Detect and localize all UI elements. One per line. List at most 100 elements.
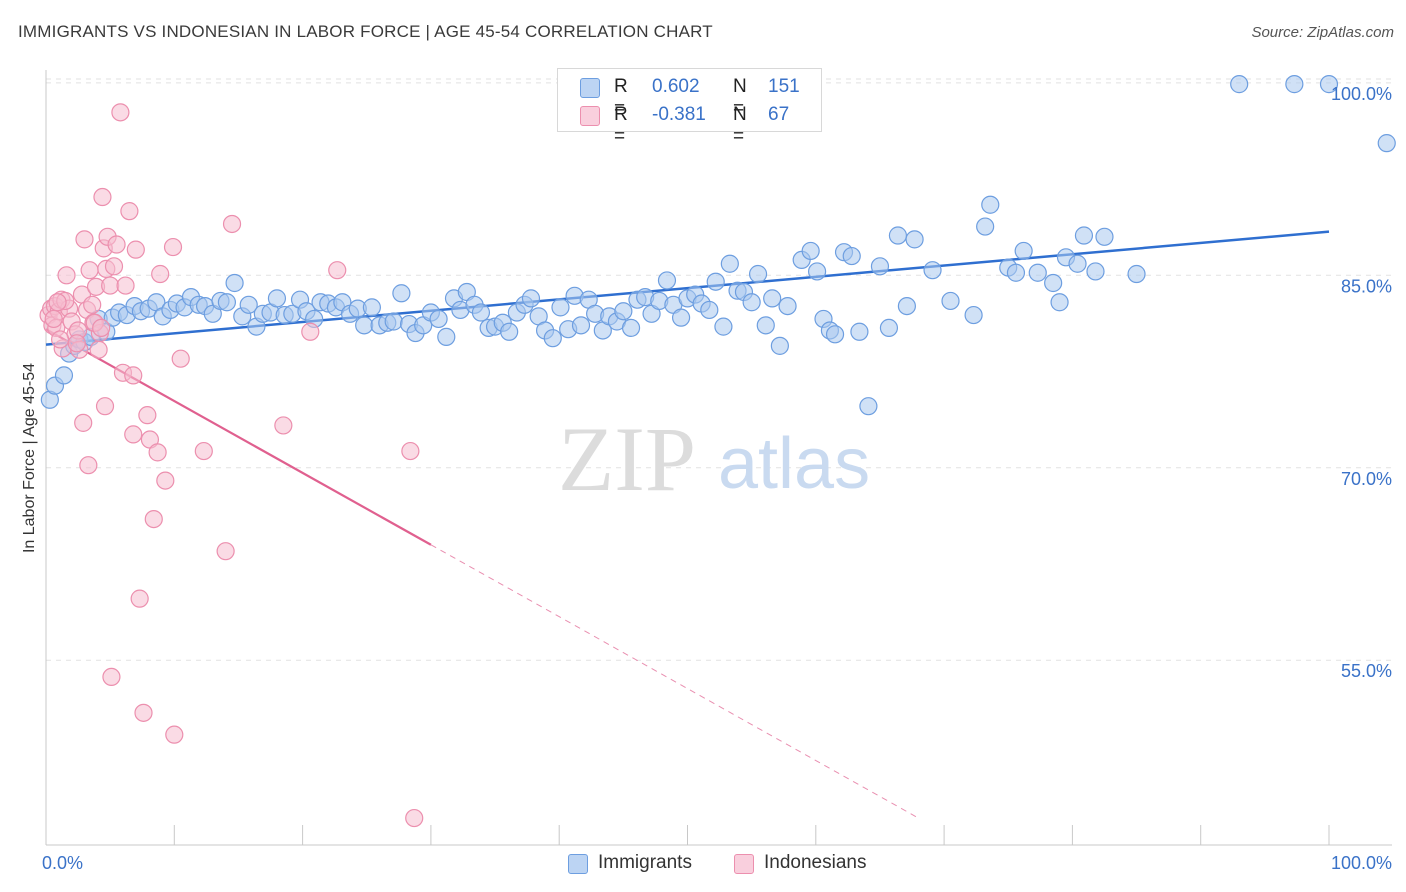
immigrants-point xyxy=(720,254,739,273)
immigrants-point xyxy=(657,271,677,290)
indonesians-point xyxy=(75,230,94,249)
watermark-atlas: atlas xyxy=(718,424,870,504)
y-tick-label: 70.0% xyxy=(1341,469,1392,489)
indonesians-point xyxy=(165,725,184,744)
indonesians-point xyxy=(111,103,130,122)
immigrants-point xyxy=(859,397,878,416)
indonesians-point xyxy=(104,257,124,276)
indonesians-trend-line xyxy=(45,328,432,546)
immigrants-swatch xyxy=(568,854,588,874)
legend-n-label: N = xyxy=(733,76,747,119)
immigrants-point xyxy=(976,217,995,236)
immigrants-point xyxy=(778,296,797,316)
immigrants-point xyxy=(700,300,719,320)
immigrants-point xyxy=(543,329,562,348)
indonesians-point xyxy=(194,441,213,461)
correlation-legend: R = 0.602 N = 151 R = -0.381 N = 67 xyxy=(557,68,822,147)
immigrants-point xyxy=(897,296,916,316)
immigrants-point xyxy=(471,303,491,322)
indonesians-point xyxy=(107,235,126,254)
indonesians-point xyxy=(120,202,139,221)
indonesians-point xyxy=(274,416,293,435)
legend-n-value: 151 xyxy=(768,76,800,97)
legend-n-value: 67 xyxy=(768,104,790,125)
immigrants-point xyxy=(714,317,733,336)
immigrants-point xyxy=(1028,263,1047,282)
watermark-zip: ZIP xyxy=(558,408,696,510)
immigrants-point xyxy=(621,318,641,338)
legend-r-value: -0.381 xyxy=(652,104,706,125)
legend-n-label: N = xyxy=(733,104,747,147)
immigrants-point xyxy=(355,316,374,335)
indonesians-label: Indonesians xyxy=(764,852,867,873)
immigrants-point xyxy=(941,291,960,311)
indonesians-point xyxy=(156,471,175,490)
indonesians-point xyxy=(89,340,108,359)
immigrants-point xyxy=(825,325,845,344)
immigrants-point xyxy=(551,298,570,317)
immigrants-point xyxy=(217,293,237,312)
immigrants-point xyxy=(1127,264,1146,284)
indonesians-point xyxy=(44,309,63,329)
immigrants-point xyxy=(429,309,448,329)
chart-title: IMMIGRANTS VS INDONESIAN IN LABOR FORCE … xyxy=(18,22,713,41)
immigrants-point xyxy=(1068,254,1087,273)
immigrants-point xyxy=(500,322,519,341)
immigrants-point xyxy=(384,312,403,331)
immigrants-point xyxy=(1285,75,1304,94)
immigrants-point xyxy=(1050,293,1069,312)
immigrants-point xyxy=(748,264,768,284)
legend-swatch-immigrants xyxy=(580,78,600,98)
indonesians-point xyxy=(116,276,135,295)
immigrants-point xyxy=(801,241,820,261)
immigrants-point xyxy=(1014,241,1033,261)
immigrants-point xyxy=(1006,263,1026,282)
legend-r-value: 0.602 xyxy=(652,76,700,97)
indonesians-point xyxy=(51,330,70,349)
immigrants-point xyxy=(239,295,258,314)
legend-swatch-indonesians xyxy=(580,106,600,126)
indonesians-point xyxy=(401,441,420,461)
immigrants-point xyxy=(54,366,74,385)
y-tick-label: 85.0% xyxy=(1341,276,1392,296)
indonesians-point xyxy=(405,808,424,828)
indonesians-point xyxy=(80,261,99,280)
indonesians-point xyxy=(163,237,183,257)
immigrants-point xyxy=(671,308,691,327)
immigrants-label: Immigrants xyxy=(598,852,692,873)
indonesians-point xyxy=(48,293,67,312)
indonesians-point xyxy=(124,425,143,444)
immigrants-point xyxy=(1319,75,1339,94)
indonesians-point xyxy=(171,349,190,368)
immigrants-point xyxy=(571,316,591,335)
immigrants-point xyxy=(267,289,287,308)
y-tick-label: 55.0% xyxy=(1341,661,1392,681)
indonesians-point xyxy=(126,240,145,259)
indonesians-trend-extension xyxy=(430,544,919,819)
immigrants-point xyxy=(392,284,411,303)
indonesians-point xyxy=(67,334,86,353)
source-label: Source: ZipAtlas.com xyxy=(1251,24,1394,41)
immigrants-point xyxy=(706,272,725,291)
indonesians-point xyxy=(101,276,120,295)
indonesians-point xyxy=(148,443,167,462)
immigrants-point xyxy=(850,322,869,341)
indonesians-point xyxy=(102,667,121,687)
watermark: ZIP atlas xyxy=(558,408,870,510)
immigrants-point xyxy=(614,302,633,321)
indonesians-point xyxy=(151,264,170,284)
indonesians-point xyxy=(83,295,102,314)
indonesians-point xyxy=(57,266,76,285)
indonesians-point xyxy=(138,406,157,425)
legend-r-label: R = xyxy=(614,76,628,119)
immigrants-point xyxy=(756,316,775,335)
immigrants-point xyxy=(225,273,244,293)
indonesians-point xyxy=(328,261,347,280)
immigrants-point xyxy=(870,257,890,276)
immigrants-point xyxy=(923,261,942,280)
immigrants-point xyxy=(981,195,1000,214)
data-points xyxy=(39,75,1396,828)
immigrants-point xyxy=(905,230,924,249)
indonesians-point xyxy=(92,318,111,338)
